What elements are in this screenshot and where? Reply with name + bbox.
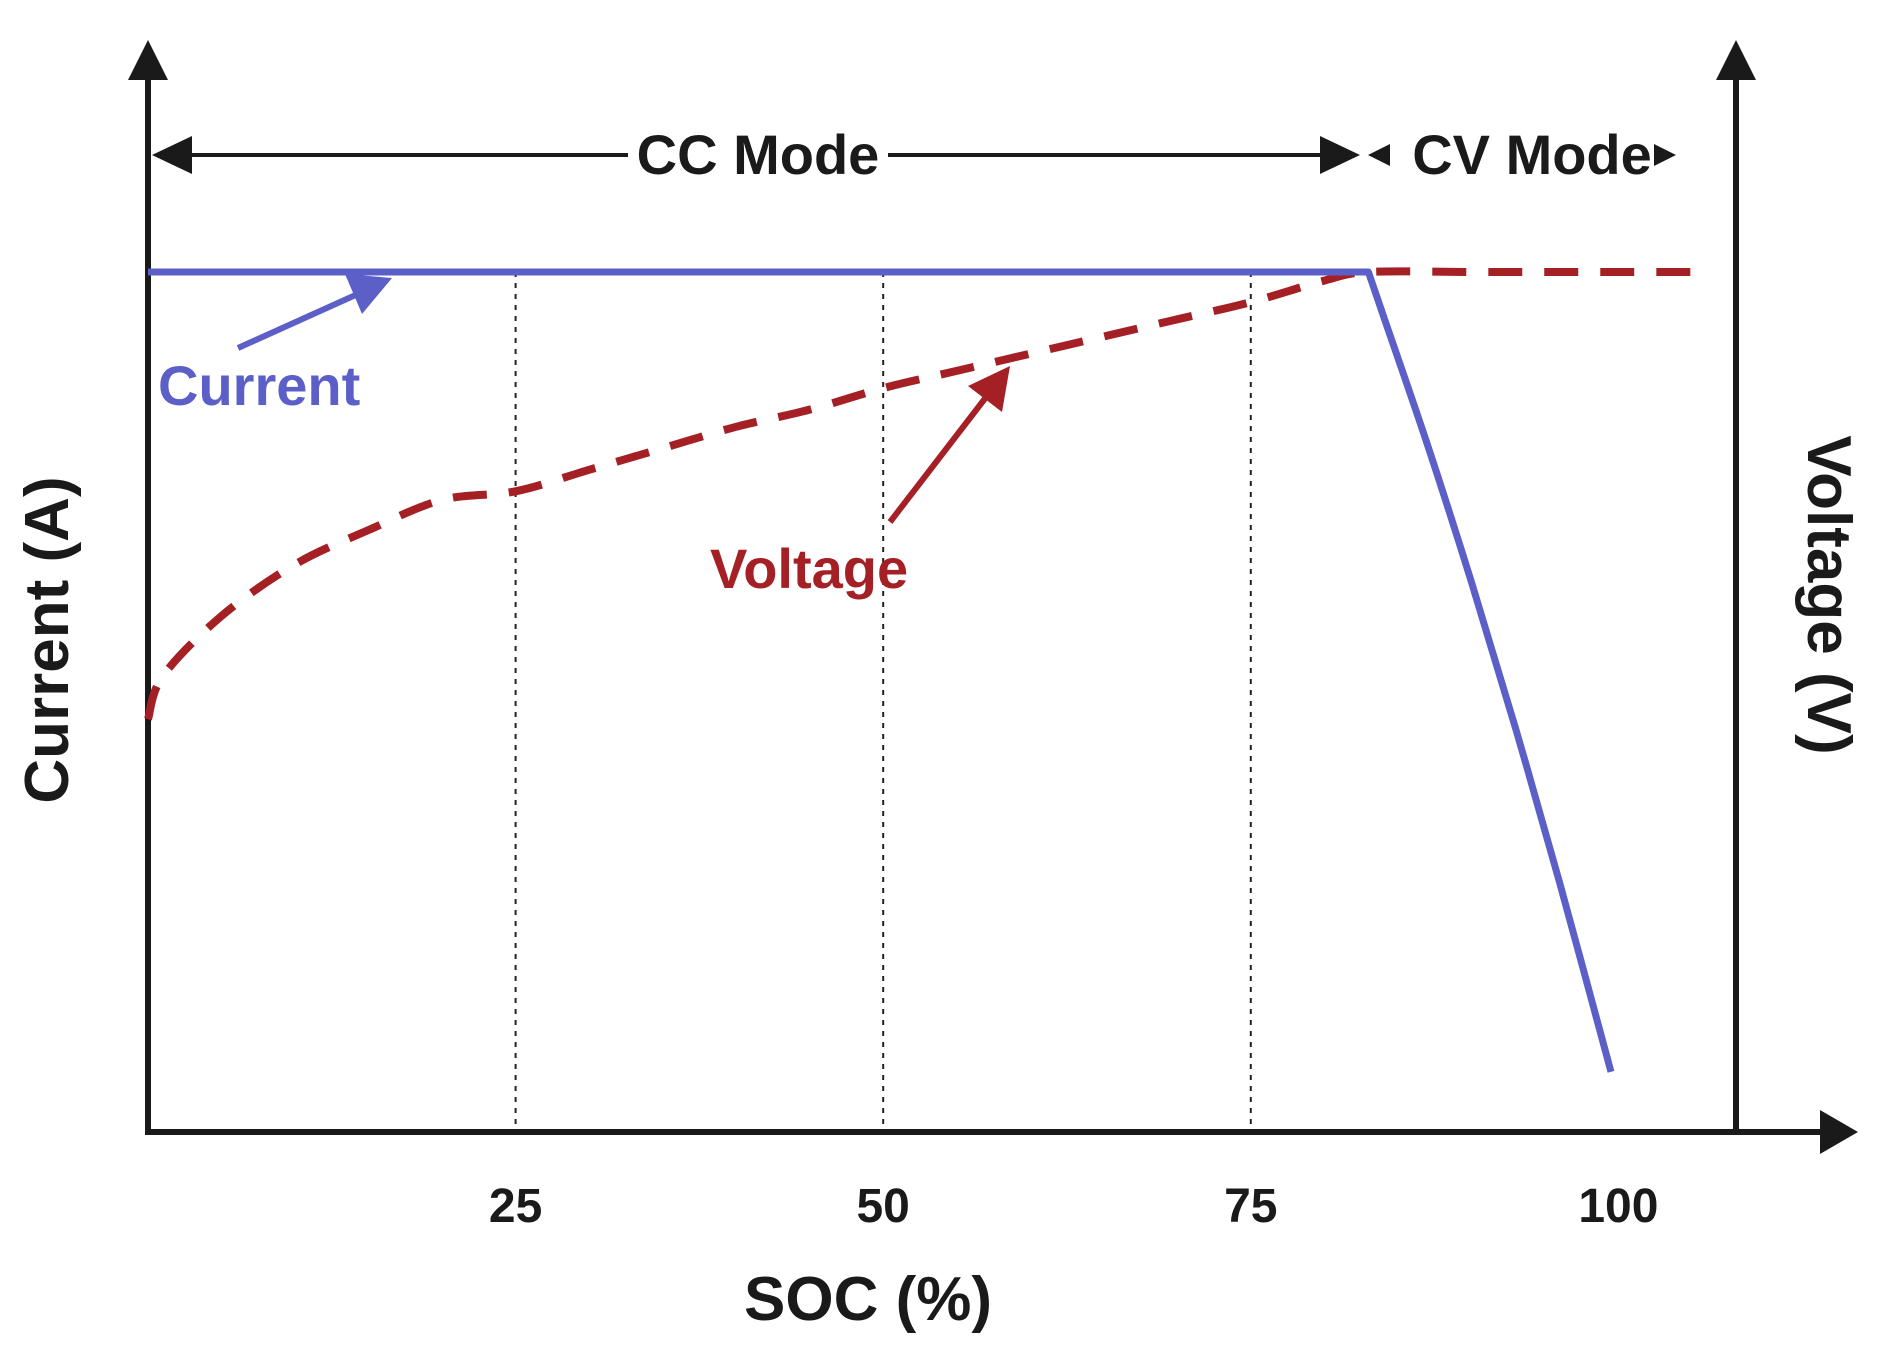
- cv-mode-right-arrowhead: [1654, 144, 1676, 166]
- left-y-axis-title: Current (A): [13, 476, 82, 803]
- voltage-annotation-arrowhead: [968, 366, 1010, 412]
- current-annotation-label: Current: [158, 354, 360, 417]
- cv-mode-label: CV Mode: [1412, 123, 1652, 186]
- current-annotation-arrowhead: [345, 274, 392, 314]
- mode-indicators: CC Mode CV Mode: [152, 123, 1676, 186]
- x-tick-label-75: 75: [1224, 1180, 1277, 1233]
- x-tick-label-100: 100: [1578, 1180, 1658, 1233]
- left-y-axis-arrowhead: [128, 40, 168, 80]
- voltage-annotation-label: Voltage: [710, 537, 908, 600]
- annotation-current: Current: [158, 274, 392, 417]
- voltage-annotation-arrow-shaft: [887, 390, 993, 524]
- axes: [128, 40, 1858, 1154]
- grid-lines: [514, 272, 1252, 1132]
- right-y-axis-arrowhead: [1716, 40, 1756, 80]
- x-axis-arrowhead: [1820, 1110, 1858, 1154]
- cv-mode-left-arrowhead: [1368, 144, 1390, 166]
- series-current-line: [148, 268, 1615, 1073]
- right-y-axis-title: Voltage (V): [1794, 435, 1863, 754]
- cc-mode-label: CC Mode: [637, 123, 880, 186]
- current-annotation-arrow-shaft: [236, 290, 362, 351]
- cc-mode-left-arrowhead: [152, 136, 192, 174]
- x-tick-label-50: 50: [856, 1180, 909, 1233]
- x-tick-labels: 25 50 75 100: [489, 1180, 1659, 1233]
- series-voltage-line: [144, 267, 1692, 721]
- cc-mode-right-arrowhead: [1320, 136, 1360, 174]
- x-axis-title: SOC (%): [744, 1265, 992, 1334]
- x-tick-label-25: 25: [489, 1180, 542, 1233]
- annotation-voltage: Voltage: [710, 366, 1010, 600]
